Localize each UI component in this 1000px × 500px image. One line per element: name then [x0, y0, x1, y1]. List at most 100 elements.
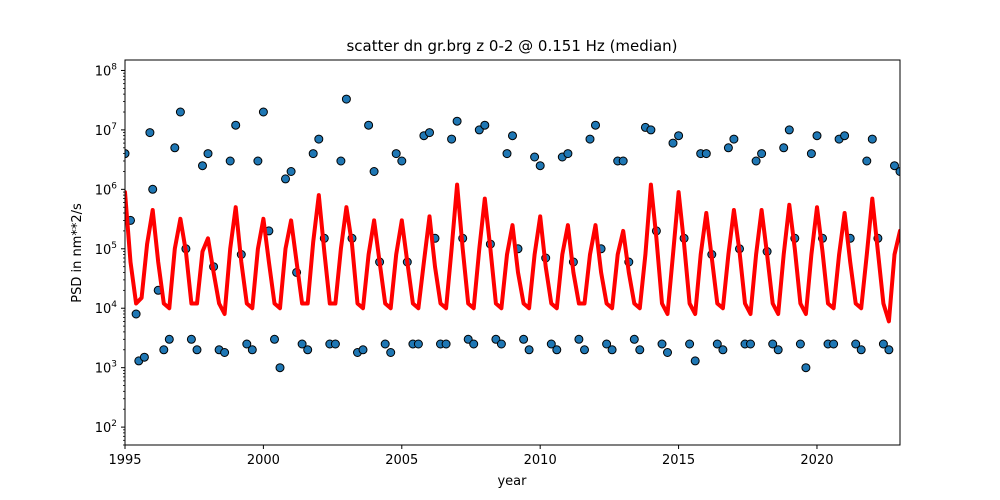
scatter-point: [220, 348, 230, 357]
scatter-point: [585, 134, 595, 144]
scatter-point: [723, 143, 733, 153]
scatter-point: [242, 339, 252, 349]
plot-area: [125, 94, 900, 373]
scatter-point: [397, 156, 407, 166]
scatter-point: [286, 167, 296, 176]
scatter-point: [164, 334, 174, 344]
scatter-point: [441, 339, 451, 349]
scatter-point: [729, 134, 739, 144]
scatter-point: [563, 149, 573, 159]
scatter-point: [635, 345, 645, 355]
scatter-point: [159, 345, 169, 355]
scatter-point: [425, 128, 434, 138]
scatter-layer: [125, 94, 900, 373]
x-tick-label: 2005: [385, 453, 418, 468]
scatter-point: [552, 345, 562, 355]
scatter-point: [851, 339, 861, 349]
scatter-point: [203, 149, 213, 159]
scatter-point: [674, 131, 684, 141]
scatter-point: [330, 339, 340, 349]
x-tick-label: 2010: [524, 453, 557, 468]
scatter-point: [629, 334, 639, 344]
scatter-point: [386, 348, 396, 357]
x-axis: 1995 2000 2005 2010 2015 2020: [108, 445, 834, 468]
scatter-point: [701, 149, 711, 159]
x-tick-label: 2000: [247, 453, 280, 468]
scatter-point: [530, 152, 540, 162]
scatter-point: [314, 134, 324, 144]
scatter-point: [718, 345, 728, 355]
scatter-point: [768, 339, 778, 349]
scatter-point: [657, 339, 667, 349]
scatter-point: [186, 334, 196, 344]
scatter-point: [139, 352, 149, 362]
scatter-point: [524, 345, 534, 355]
scatter-point: [867, 134, 877, 144]
scatter-point: [806, 149, 816, 159]
scatter-point: [535, 161, 545, 171]
scatter-point: [303, 345, 313, 355]
scatter-point: [170, 143, 180, 153]
scatter-point: [580, 345, 589, 355]
scatter-point: [253, 156, 263, 166]
x-tick-label: 2015: [662, 453, 695, 468]
scatter-point: [878, 339, 888, 349]
y-tick-label: 104: [95, 300, 118, 317]
median-line-layer: [125, 182, 900, 324]
scatter-point: [270, 334, 279, 344]
scatter-point: [496, 339, 506, 349]
scatter-point: [546, 339, 556, 349]
scatter-point: [192, 345, 202, 355]
scatter-point: [801, 363, 811, 373]
x-axis-label: year: [497, 474, 527, 489]
plot-frame: [124, 59, 901, 446]
scatter-point: [125, 149, 130, 159]
scatter-point: [779, 143, 789, 153]
scatter-point: [856, 345, 866, 355]
scatter-point: [336, 156, 346, 166]
scatter-point: [712, 339, 722, 349]
scatter-point: [591, 120, 600, 130]
scatter-point: [480, 120, 490, 130]
scatter-point: [341, 94, 351, 104]
scatter-point: [840, 131, 850, 141]
scatter-point: [391, 149, 401, 159]
scatter-point: [281, 174, 290, 184]
scatter-point: [275, 363, 285, 373]
scatter-point: [751, 156, 761, 166]
scatter-point: [812, 131, 822, 141]
scatter-point: [148, 184, 158, 194]
scatter-point: [663, 348, 672, 357]
scatter-point: [618, 156, 628, 166]
scatter-point: [646, 125, 656, 135]
y-axis: 102 103 104 105 106 107 108: [95, 62, 125, 446]
scatter-point: [574, 334, 584, 344]
scatter-point: [795, 339, 805, 349]
y-tick-label: 108: [95, 62, 118, 79]
scatter-point: [508, 131, 517, 141]
scatter-point: [884, 345, 894, 355]
scatter-point: [829, 339, 839, 349]
y-tick-label: 102: [95, 419, 117, 436]
scatter-point: [175, 107, 185, 117]
y-tick-label: 105: [95, 241, 117, 258]
scatter-point: [447, 134, 457, 144]
scatter-point: [502, 149, 512, 159]
scatter-point: [746, 339, 755, 349]
scatter-point: [413, 339, 423, 349]
x-tick-label: 1995: [108, 453, 141, 468]
scatter-point: [198, 161, 207, 171]
median-line: [125, 182, 900, 324]
x-tick-label: 2020: [800, 453, 833, 468]
scatter-point: [890, 161, 899, 171]
scatter-point: [364, 120, 374, 130]
scatter-point: [380, 339, 390, 349]
y-axis-label: PSD in nm**2/s: [70, 203, 85, 303]
scatter-point: [757, 149, 767, 159]
scatter-point: [231, 120, 241, 130]
scatter-point: [784, 125, 794, 135]
scatter-point: [247, 345, 257, 355]
scatter-point: [225, 156, 235, 166]
